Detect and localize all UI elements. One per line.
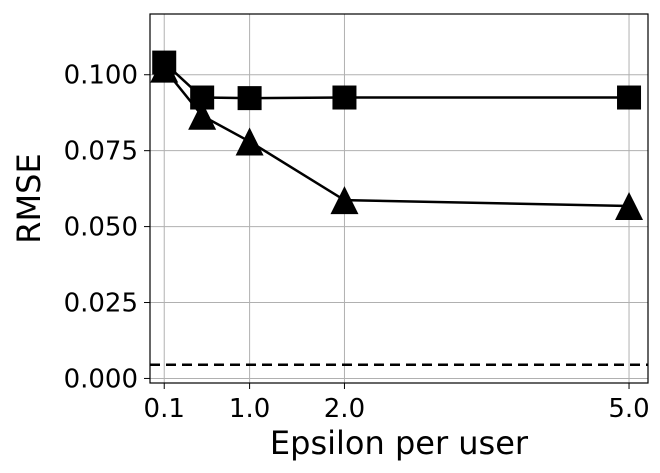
y-tick-label-1: 0.025	[64, 289, 138, 319]
axis-ticks: 0.1 1.0 2.0 5.0 0.000 0.025 0.050 0.075 0.100	[64, 61, 650, 424]
x-axis-title: Epsilon per user	[270, 424, 529, 462]
y-tick-label-4: 0.100	[64, 61, 138, 91]
x-tick-label-1: 1.0	[229, 394, 270, 424]
square-marker-3	[332, 85, 357, 110]
triangle-marker-0	[150, 54, 179, 83]
y-tick-label-3: 0.075	[64, 137, 138, 167]
series-group	[150, 50, 644, 220]
triangle-marker-4	[615, 191, 644, 220]
series-square	[152, 50, 642, 111]
series-triangle	[150, 54, 644, 220]
x-tick-label-2: 2.0	[324, 394, 365, 424]
plot-frame	[149, 13, 649, 384]
x-tick-label-0: 0.1	[144, 394, 185, 424]
x-tick-label-3: 5.0	[608, 394, 649, 424]
triangle-marker-2	[235, 127, 264, 156]
square-marker-2	[237, 86, 262, 111]
series-line-triangle	[163, 67, 630, 208]
triangle-marker-1	[188, 101, 217, 130]
triangle-marker-3	[330, 186, 359, 215]
square-marker-4	[617, 85, 642, 110]
y-axis-title: RMSE	[10, 153, 48, 243]
y-tick-label-0: 0.000	[64, 364, 138, 394]
grid-lines	[150, 14, 648, 383]
y-tick-label-2: 0.050	[64, 213, 138, 243]
series-line-square	[163, 61, 630, 100]
